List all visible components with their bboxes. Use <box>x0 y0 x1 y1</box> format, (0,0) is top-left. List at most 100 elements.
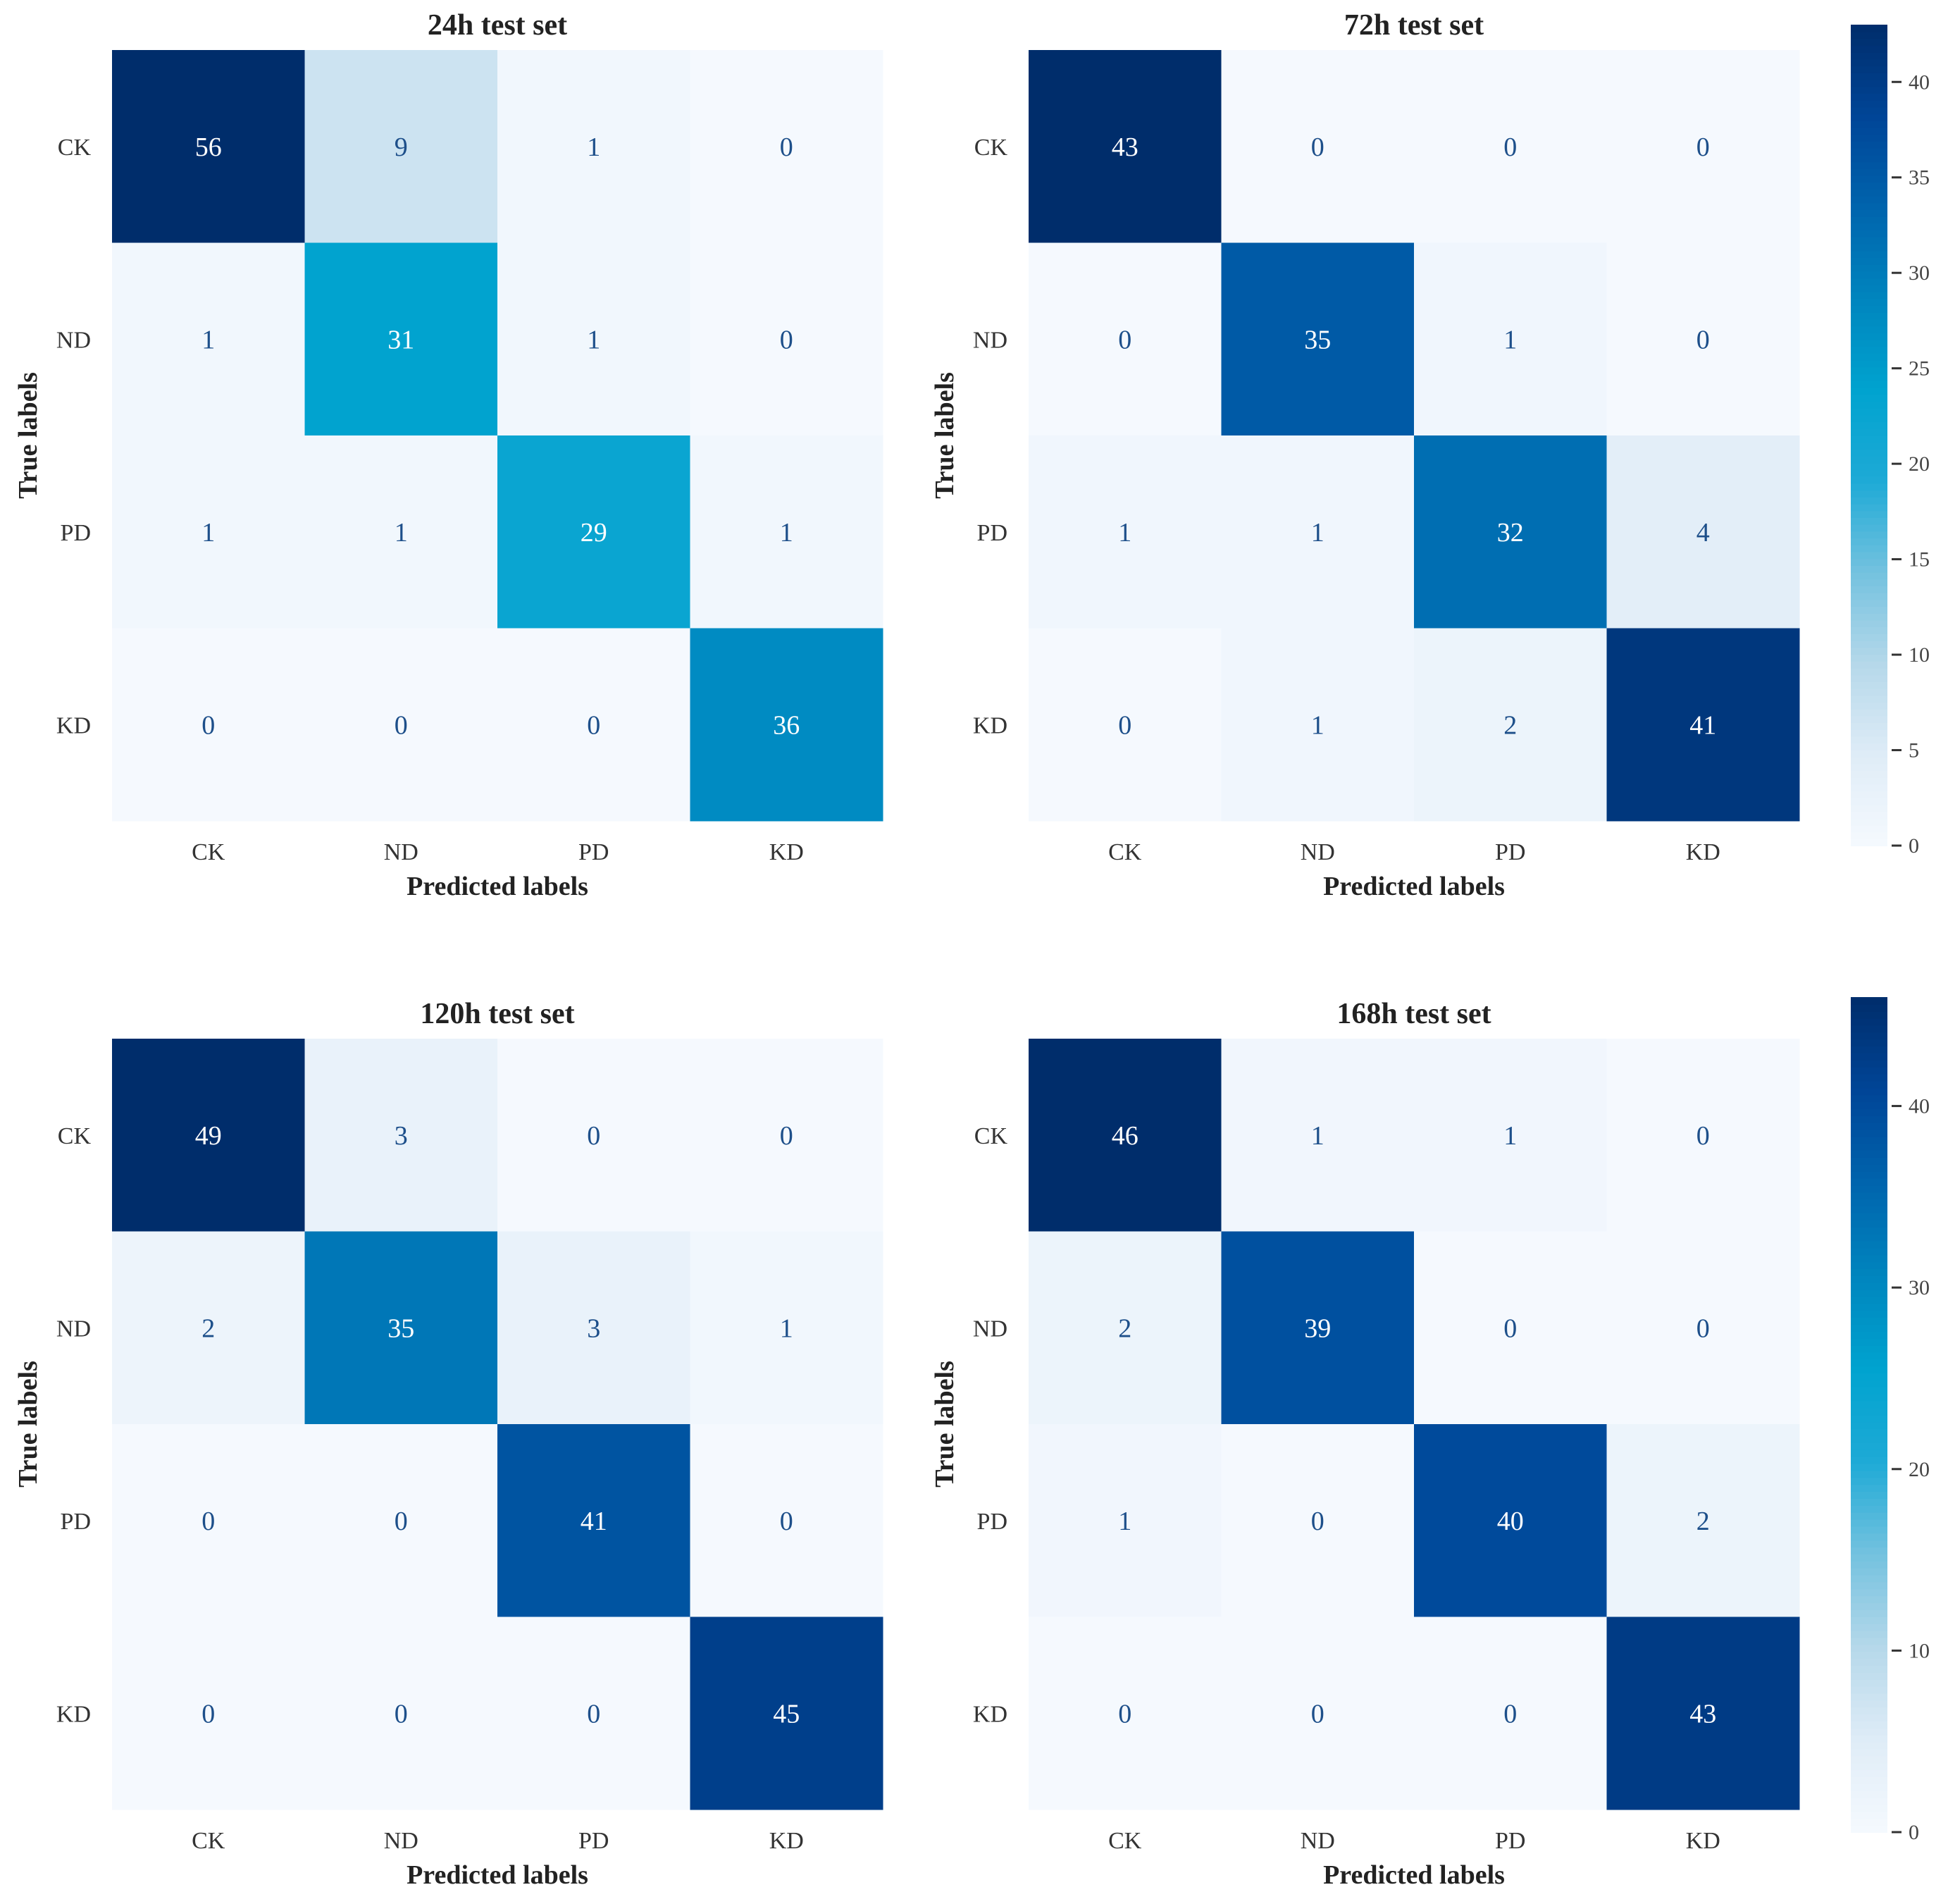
colorbar-gradient-step <box>1851 743 1887 751</box>
colorbar-gradient-step <box>1851 1199 1887 1207</box>
colorbar-gradient-step <box>1851 1254 1887 1263</box>
colorbar-gradient-step <box>1851 1574 1887 1583</box>
heatmap-cell <box>304 50 498 243</box>
colorbar-gradient-step <box>1851 1679 1887 1687</box>
colorbar-gradient-step <box>1851 93 1887 101</box>
colorbar-gradient-step <box>1851 564 1887 573</box>
heatmap-cell <box>1029 628 1222 822</box>
cell-value-label: 0 <box>780 1507 793 1536</box>
heatmap-cell <box>112 1231 305 1425</box>
colorbar-gradient-step <box>1851 1010 1887 1019</box>
colorbar-gradient-step <box>1851 722 1887 730</box>
colorbar-gradient-step <box>1851 1714 1887 1721</box>
colorbar-gradient-step <box>1851 640 1887 648</box>
colorbar-gradient-step <box>1851 25 1887 32</box>
colorbar-gradient-step <box>1851 647 1887 655</box>
cell-value-label: 49 <box>195 1121 222 1151</box>
colorbar-gradient-step <box>1851 1373 1887 1381</box>
chart-title: 24h test set <box>428 9 567 42</box>
x-tick-label: KD <box>769 839 804 865</box>
colorbar-gradient-step <box>1851 1804 1887 1812</box>
colorbar-tick-label: 0 <box>1909 1821 1919 1844</box>
colorbar-gradient-step <box>1851 756 1887 765</box>
colorbar-gradient-step <box>1851 1449 1887 1457</box>
heatmap-cell <box>1606 1424 1800 1617</box>
colorbar-gradient-step <box>1851 1359 1887 1367</box>
cell-value-label: 56 <box>195 132 222 162</box>
y-axis-label: True labels <box>13 372 43 499</box>
colorbar-gradient-step <box>1851 496 1887 505</box>
colorbar-gradient-step <box>1851 1547 1887 1554</box>
colorbar-gradient-step <box>1851 818 1887 826</box>
x-tick-label: ND <box>384 1828 418 1854</box>
colorbar-gradient-step <box>1851 421 1887 429</box>
colorbar-gradient-step <box>1851 654 1887 662</box>
colorbar-gradient-step <box>1851 791 1887 799</box>
heatmap-cell <box>1606 50 1800 243</box>
heatmap-cell <box>497 435 690 629</box>
x-tick-label: CK <box>192 839 225 865</box>
colorbar-gradient-step <box>1851 1136 1887 1144</box>
colorbar-gradient-step <box>1851 1226 1887 1235</box>
x-tick-label: PD <box>578 1828 609 1854</box>
colorbar-gradient-step <box>1851 1769 1887 1777</box>
colorbar-gradient-step <box>1851 736 1887 744</box>
colorbar-gradient-step <box>1851 1560 1887 1569</box>
colorbar-gradient-step <box>1851 141 1887 149</box>
colorbar-gradient-step <box>1851 1748 1887 1757</box>
colorbar-gradient-step <box>1851 1129 1887 1137</box>
colorbar-gradient-step <box>1851 1366 1887 1374</box>
cell-value-label: 0 <box>1118 325 1131 354</box>
colorbar-gradient-step <box>1851 230 1887 237</box>
heatmap-cell <box>1414 628 1607 822</box>
colorbar-gradient-step <box>1851 1352 1887 1360</box>
colorbar-tick-label: 30 <box>1909 1276 1930 1299</box>
colorbar-gradient-step <box>1851 1630 1887 1638</box>
cell-value-label: 9 <box>395 132 408 162</box>
colorbar-gradient-step <box>1851 66 1887 73</box>
cell-value-label: 0 <box>201 1699 215 1729</box>
heatmap-cell <box>1029 435 1222 629</box>
y-tick-label: PD <box>61 520 91 546</box>
colorbar-gradient-step <box>1851 1776 1887 1784</box>
heatmap-cell <box>690 50 883 243</box>
colorbar-gradient-step <box>1851 674 1887 682</box>
heatmap-cell <box>1221 1424 1415 1617</box>
colorbar-gradient-step <box>1851 1456 1887 1464</box>
colorbar-gradient-step <box>1851 236 1887 245</box>
colorbar-gradient-step <box>1851 1177 1887 1186</box>
heatmap-cell <box>304 1231 498 1425</box>
colorbar-gradient-step <box>1851 1233 1887 1242</box>
colorbar-gradient-step <box>1851 811 1887 820</box>
colorbar-gradient-step <box>1851 113 1887 121</box>
colorbar-gradient-step <box>1851 524 1887 532</box>
colorbar-gradient-step <box>1851 1101 1887 1109</box>
colorbar-gradient-step <box>1851 1790 1887 1798</box>
cell-value-label: 41 <box>581 1507 607 1536</box>
colorbar-gradient-step <box>1851 1261 1887 1270</box>
heatmap-cell <box>1414 1616 1607 1810</box>
cell-value-label: 40 <box>1497 1507 1524 1536</box>
colorbar-gradient-step <box>1851 1637 1887 1645</box>
heatmap-cell <box>1221 1231 1415 1425</box>
colorbar-gradient-step <box>1851 763 1887 772</box>
x-tick-label: KD <box>1686 839 1720 865</box>
cell-value-label: 1 <box>780 518 793 548</box>
colorbar-gradient-step <box>1851 538 1887 545</box>
colorbar-gradient-step <box>1851 1567 1887 1576</box>
colorbar-tick-label: 20 <box>1909 452 1930 476</box>
colorbar-gradient-step <box>1851 319 1887 327</box>
colorbar-gradient-step <box>1851 1337 1887 1346</box>
colorbar-gradient-step <box>1851 209 1887 217</box>
heatmap-cell <box>690 1231 883 1425</box>
colorbar-gradient-step <box>1851 517 1887 525</box>
cell-value-label: 31 <box>387 325 414 354</box>
heatmap-cell <box>690 628 883 822</box>
y-tick-label: PD <box>977 1509 1007 1535</box>
y-tick-label: CK <box>974 135 1008 161</box>
colorbar-gradient-step <box>1851 804 1887 812</box>
colorbar-gradient-step <box>1851 1108 1887 1116</box>
colorbar-gradient-step <box>1851 366 1887 375</box>
colorbar-gradient-step <box>1851 448 1887 457</box>
colorbar-gradient-step <box>1851 1755 1887 1764</box>
